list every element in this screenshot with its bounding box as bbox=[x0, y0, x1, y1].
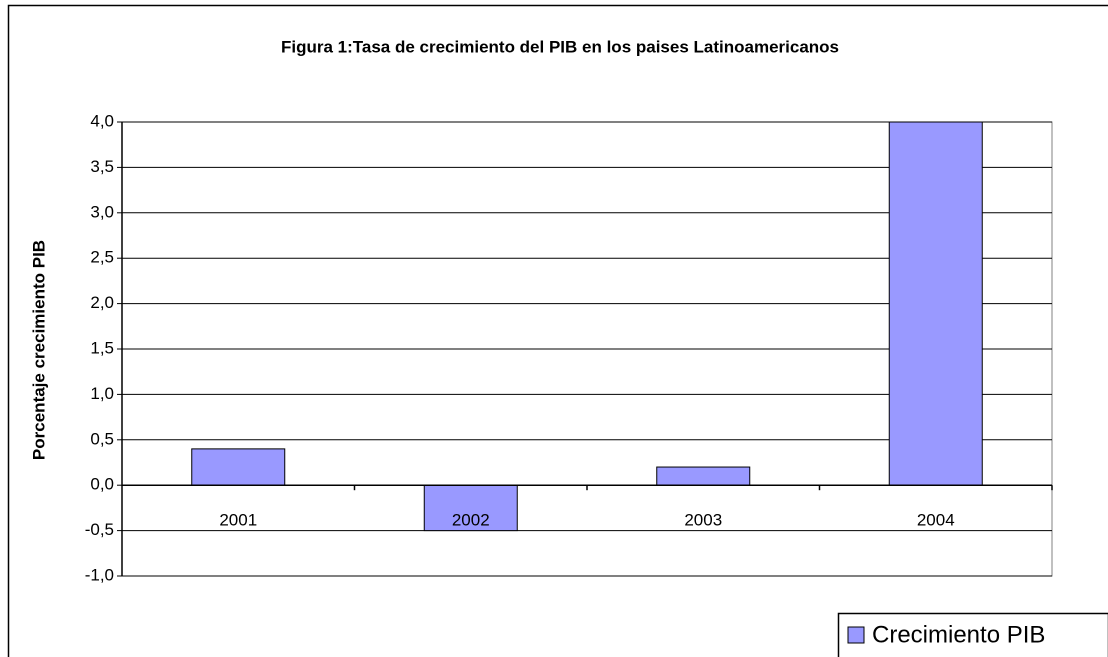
y-tick-label: -0,5 bbox=[85, 520, 114, 539]
y-tick-label: 0,5 bbox=[90, 429, 114, 448]
chart-title: Figura 1:Tasa de crecimiento del PIB en … bbox=[281, 37, 839, 56]
y-tick-label: 3,5 bbox=[90, 157, 114, 176]
bar bbox=[656, 466, 751, 486]
y-tick-label: 3,0 bbox=[90, 202, 114, 221]
y-tick-label: 2,5 bbox=[90, 248, 114, 267]
y-axis-label: Porcentaje crecimiento PIB bbox=[29, 240, 48, 460]
legend-swatch bbox=[847, 626, 865, 644]
legend-label: Crecimiento PIB bbox=[872, 621, 1045, 648]
bar bbox=[191, 448, 286, 486]
legend-box bbox=[837, 612, 1108, 657]
bar bbox=[423, 484, 518, 532]
y-tick-label: -1,0 bbox=[85, 565, 114, 584]
y-tick-label: 1,0 bbox=[90, 384, 114, 403]
y-tick-label: 1,5 bbox=[90, 338, 114, 357]
x-tick-label: 2001 bbox=[219, 511, 257, 530]
bar bbox=[888, 121, 983, 486]
x-tick-label: 2004 bbox=[917, 511, 955, 530]
x-tick-label: 2002 bbox=[452, 511, 490, 530]
x-tick-label: 2003 bbox=[684, 511, 722, 530]
y-tick-label: 0,0 bbox=[90, 475, 114, 494]
y-tick-label: 4,0 bbox=[90, 111, 114, 130]
y-tick-label: 2,0 bbox=[90, 293, 114, 312]
